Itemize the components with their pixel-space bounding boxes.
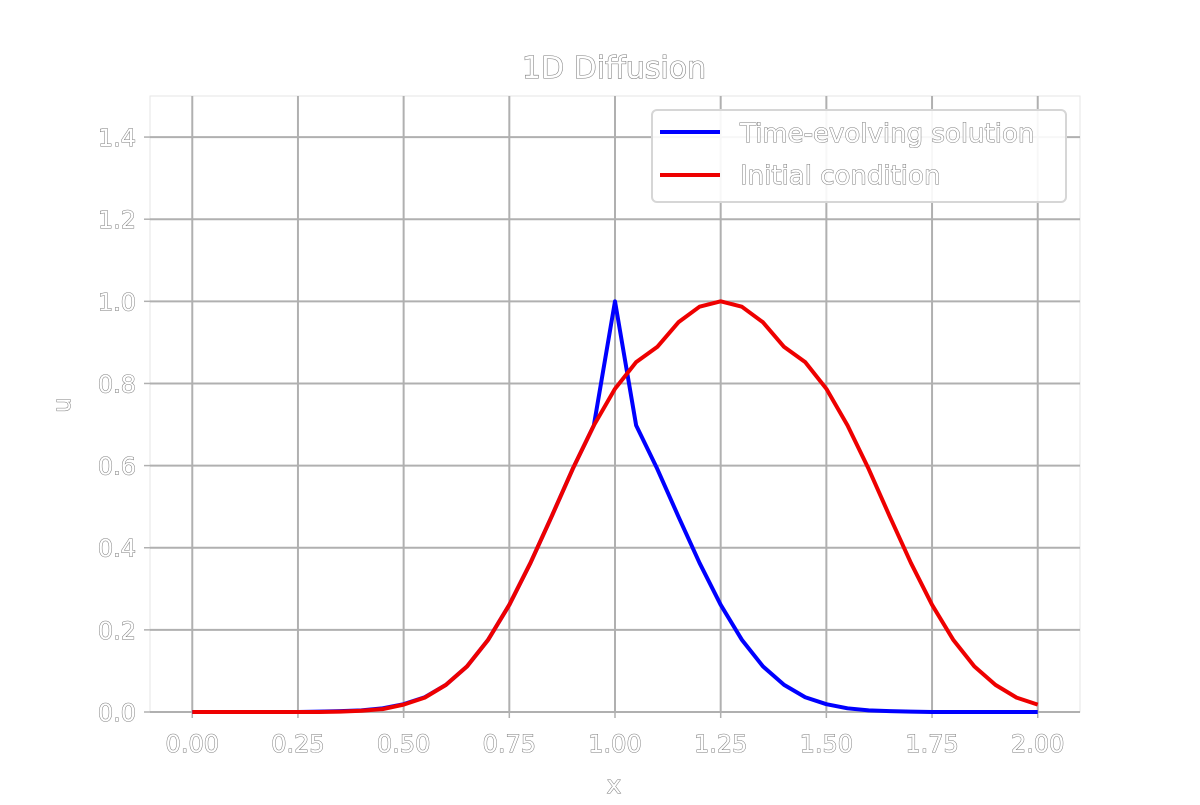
series-lines bbox=[192, 299, 1039, 714]
y-tick-label: 0.8 bbox=[98, 370, 136, 398]
series-line-initial bbox=[192, 299, 1039, 714]
x-tick-label: 2.00 bbox=[1011, 730, 1064, 758]
legend-label-initial: Initial condition bbox=[740, 161, 940, 191]
x-tick-label: 1.50 bbox=[800, 730, 853, 758]
x-tick-label: 0.00 bbox=[166, 730, 219, 758]
x-tick-label: 0.25 bbox=[271, 730, 324, 758]
y-tick-label: 0.6 bbox=[98, 453, 136, 481]
legend-label-time-evolving: Time-evolving solution bbox=[739, 119, 1034, 149]
y-axis-label: u bbox=[48, 397, 76, 412]
y-tick-label: 1.4 bbox=[98, 124, 136, 152]
y-tick-label: 1.2 bbox=[98, 206, 136, 234]
legend: Time-evolving solution Initial condition bbox=[651, 109, 1067, 203]
x-tick-label: 1.75 bbox=[905, 730, 958, 758]
x-axis-label: x bbox=[607, 771, 621, 799]
x-tick-label: 0.50 bbox=[377, 730, 430, 758]
y-tick-label: 1.0 bbox=[98, 288, 136, 316]
x-tick-label: 1.00 bbox=[588, 730, 641, 758]
x-tick-label: 1.25 bbox=[694, 730, 747, 758]
x-tick-label: 0.75 bbox=[483, 730, 536, 758]
y-ticks: 0.0 0.2 0.4 0.6 0.8 1.0 1.2 1.4 bbox=[97, 124, 150, 728]
y-tick-label: 0.2 bbox=[98, 617, 136, 645]
legend-box bbox=[651, 109, 1067, 203]
chart-title: 1D Diffusion bbox=[522, 51, 706, 86]
y-tick-label: 0.4 bbox=[98, 535, 136, 563]
y-tick-label: 0.0 bbox=[98, 699, 136, 727]
x-ticks: 0.00 0.25 0.50 0.75 1.00 1.25 1.50 1.75 2.00 bbox=[165, 712, 1065, 759]
